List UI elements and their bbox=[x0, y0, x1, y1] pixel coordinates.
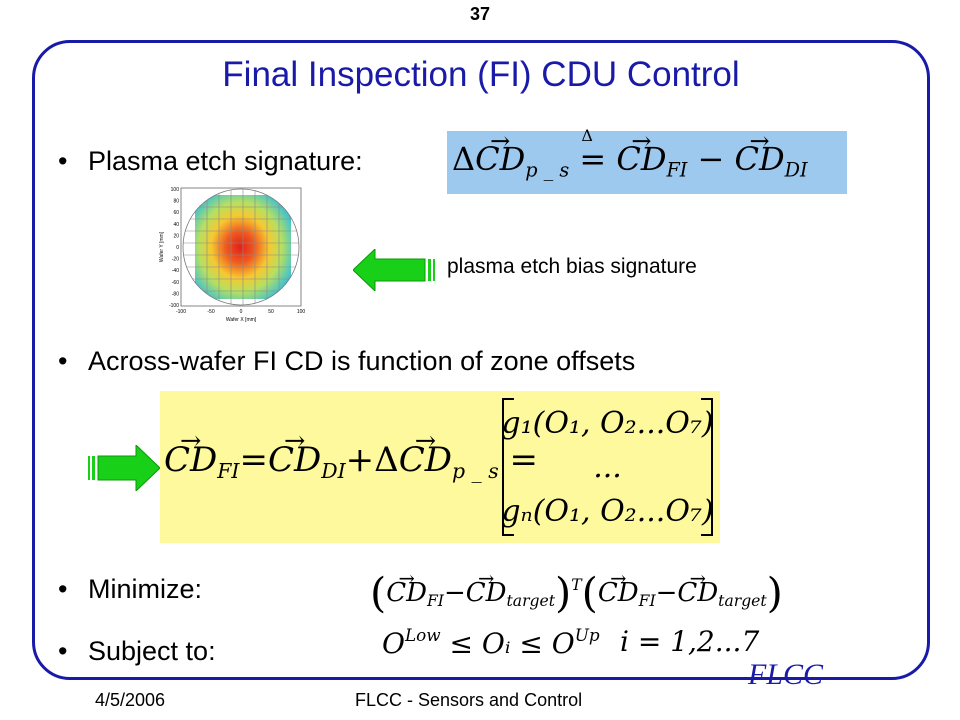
y-tick: -100 bbox=[169, 303, 179, 309]
y-tick: 80 bbox=[173, 199, 179, 205]
left-bracket bbox=[502, 398, 514, 536]
slide-title: Final Inspection (FI) CDU Control bbox=[222, 55, 740, 94]
y-tick: 20 bbox=[173, 233, 179, 239]
slide-frame bbox=[32, 40, 930, 680]
x-tick: 50 bbox=[268, 309, 274, 315]
right-bracket bbox=[701, 398, 713, 536]
wafer-map-plot: 100 80 60 40 20 0 -20 -40 -60 -80 -100 -… bbox=[159, 187, 306, 323]
y-tick: -60 bbox=[172, 280, 179, 286]
equation-minimize: (CDFI−CDtarget)T(CDFI−CDtarget) bbox=[370, 568, 783, 617]
y-axis-label: Wafer Y [mm] bbox=[159, 231, 165, 262]
y-tick: 40 bbox=[173, 222, 179, 228]
flcc-logo: FLCC bbox=[748, 658, 824, 691]
y-tick: 100 bbox=[171, 187, 180, 193]
equation-zone-offsets: CDFI=CDDI+ΔCDp _ s = bbox=[164, 440, 538, 483]
bullet-minimize: • Minimize: bbox=[58, 574, 202, 605]
bullet-dot: • bbox=[58, 636, 68, 666]
y-tick: -80 bbox=[172, 291, 179, 297]
matrix-row-gn: gₙ(O₁, O₂...O₇) bbox=[501, 494, 714, 529]
y-tick: 0 bbox=[176, 245, 179, 251]
bullet-dot: • bbox=[58, 146, 68, 176]
bullet-text: Minimize: bbox=[88, 574, 203, 604]
footer-title: FLCC - Sensors and Control bbox=[355, 690, 583, 710]
wafer-outline bbox=[182, 188, 300, 306]
page-number: 37 bbox=[469, 4, 491, 24]
y-tick: -20 bbox=[172, 257, 179, 263]
offset-matrix: g₁(O₁, O₂...O₇) ... gₙ(O₁, O₂...O₇) bbox=[500, 392, 715, 540]
x-axis-label: Wafer X [mm] bbox=[226, 317, 257, 323]
equation-index-range: i = 1,2...7 bbox=[620, 625, 760, 658]
matrix-row-dots: ... bbox=[593, 450, 622, 485]
y-tick: -40 bbox=[172, 268, 179, 274]
equation-plasma-signature: ΔCDp _ s Δ= CDFI − CDDI bbox=[452, 126, 808, 182]
right-arrow-icon bbox=[88, 445, 160, 491]
bullet-plasma-etch: • Plasma etch signature: bbox=[58, 146, 363, 177]
bullet-text: Across-wafer FI CD is function of zone o… bbox=[88, 346, 636, 376]
bullet-text: Subject to: bbox=[88, 636, 216, 666]
x-tick: 0 bbox=[240, 309, 243, 315]
y-tick: 60 bbox=[173, 210, 179, 216]
matrix-row-g1: g₁(O₁, O₂...O₇) bbox=[501, 406, 714, 441]
bullet-dot: • bbox=[58, 346, 68, 376]
bullet-dot: • bbox=[58, 574, 68, 604]
left-arrow-icon bbox=[353, 249, 435, 291]
bullet-subject-to: • Subject to: bbox=[58, 636, 216, 667]
bullet-across-wafer: • Across-wafer FI CD is function of zone … bbox=[58, 346, 635, 377]
equation-constraint: OLow ≤ Oᵢ ≤ OUp bbox=[382, 625, 600, 660]
x-tick: -100 bbox=[176, 309, 186, 315]
x-tick: 100 bbox=[297, 309, 306, 315]
x-tick: -50 bbox=[207, 309, 214, 315]
plasma-etch-bias-label: plasma etch bias signature bbox=[447, 255, 697, 278]
bullet-text: Plasma etch signature: bbox=[88, 146, 363, 176]
footer-date: 4/5/2006 bbox=[95, 690, 166, 710]
